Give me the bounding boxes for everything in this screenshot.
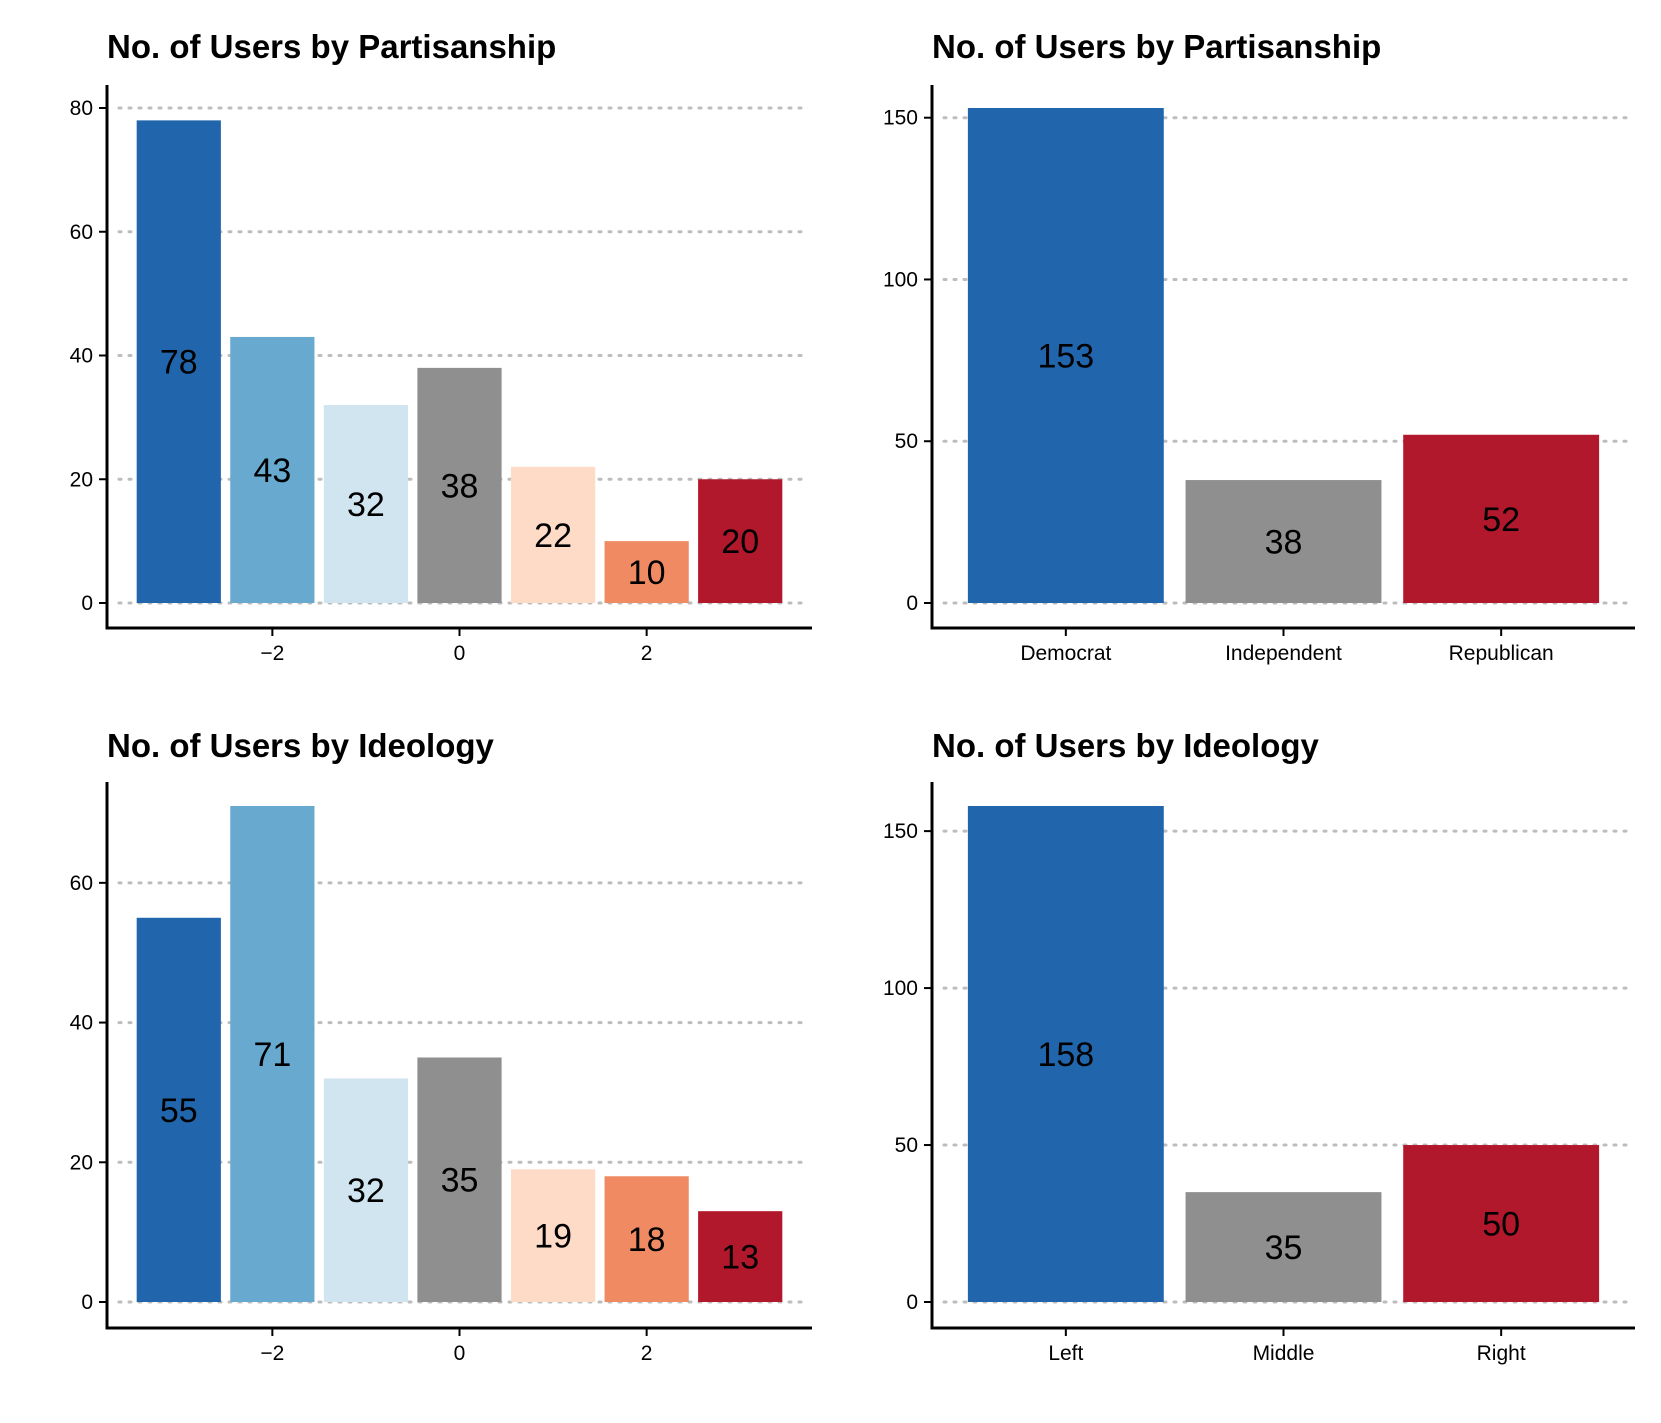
bar-value-label: 55 xyxy=(160,1092,198,1130)
y-tick-label: 150 xyxy=(883,820,918,843)
bar xyxy=(604,541,689,603)
chart-title: No. of Users by Ideology xyxy=(107,727,495,764)
x-tick-label: Democrat xyxy=(1020,642,1111,665)
y-tick-label: 20 xyxy=(70,1151,93,1174)
x-tick-label: 2 xyxy=(641,642,653,665)
y-tick-label: 40 xyxy=(70,1012,93,1035)
x-tick-label: Republican xyxy=(1449,642,1554,665)
bar xyxy=(417,367,502,603)
x-tick-label: Middle xyxy=(1253,1342,1315,1365)
bar-value-label: 13 xyxy=(721,1239,759,1277)
bar xyxy=(417,1057,502,1302)
bar xyxy=(698,479,783,603)
y-tick-label: 60 xyxy=(70,872,93,895)
bar-value-label: 38 xyxy=(1265,524,1303,562)
bar-value-label: 22 xyxy=(534,517,572,555)
y-tick-label: 50 xyxy=(895,430,918,453)
bar xyxy=(510,1169,596,1302)
bar-value-label: 50 xyxy=(1482,1206,1520,1244)
y-tick-label: 0 xyxy=(81,592,93,615)
y-tick-label: 0 xyxy=(906,592,918,615)
x-tick-label: 2 xyxy=(641,1342,653,1365)
y-tick-label: 20 xyxy=(70,468,93,491)
bar-value-label: 158 xyxy=(1037,1036,1094,1074)
chart-title: No. of Users by Partisanship xyxy=(932,28,1381,65)
y-tick-label: 0 xyxy=(906,1291,918,1314)
y-tick-label: 60 xyxy=(70,221,93,244)
chart-panel-1: No. of Users by Partisanship 78 43 32 38 22 10… xyxy=(70,28,812,665)
bar-value-label: 78 xyxy=(160,344,198,382)
x-tick-label: −2 xyxy=(260,642,284,665)
x-tick-label: 0 xyxy=(454,642,466,665)
bar xyxy=(323,1078,409,1302)
y-tick-label: 0 xyxy=(81,1291,93,1314)
y-tick-label: 150 xyxy=(883,107,918,130)
chart-title: No. of Users by Ideology xyxy=(932,727,1320,764)
x-tick-label: Independent xyxy=(1225,642,1342,665)
bar-value-label: 20 xyxy=(721,523,759,561)
y-tick-label: 80 xyxy=(70,97,93,120)
bar xyxy=(136,120,221,603)
chart-panel-2: No. of Users by Partisanship 153 38 52 0 50 10… xyxy=(883,28,1635,665)
y-tick-label: 50 xyxy=(895,1134,918,1157)
y-tick-label: 40 xyxy=(70,345,93,368)
bar-value-label: 19 xyxy=(534,1218,572,1256)
bar-value-label: 32 xyxy=(347,1172,385,1210)
chart-panel-4: No. of Users by Ideology 158 35 50 0 50 100 150… xyxy=(883,727,1635,1365)
bar xyxy=(1403,1145,1600,1302)
bar xyxy=(698,1211,783,1302)
bar-value-label: 43 xyxy=(253,452,291,490)
bar-value-label: 32 xyxy=(347,486,385,524)
bar-value-label: 71 xyxy=(253,1036,291,1074)
bar xyxy=(967,806,1164,1302)
chart-panel-3: No. of Users by Ideology 55 71 32 35 19 18 13 0 2… xyxy=(70,727,812,1365)
y-tick-label: 100 xyxy=(883,977,918,1000)
bar-value-label: 153 xyxy=(1037,338,1094,376)
bar xyxy=(230,336,315,603)
x-tick-label: Left xyxy=(1048,1342,1083,1365)
bar-value-label: 52 xyxy=(1482,501,1520,539)
bar xyxy=(1403,434,1600,603)
y-tick-label: 100 xyxy=(883,268,918,291)
bar xyxy=(1185,480,1382,603)
x-tick-label: Right xyxy=(1477,1342,1526,1365)
x-tick-label: −2 xyxy=(260,1342,284,1365)
bar xyxy=(967,108,1164,603)
bar xyxy=(1185,1192,1382,1302)
bar-value-label: 35 xyxy=(1265,1229,1303,1267)
bar xyxy=(323,405,409,603)
bar xyxy=(604,1176,689,1302)
bar-value-label: 10 xyxy=(628,554,666,592)
chart-title: No. of Users by Partisanship xyxy=(107,28,556,65)
bar-value-label: 38 xyxy=(441,467,479,505)
bar-value-label: 35 xyxy=(441,1162,479,1200)
x-tick-label: 0 xyxy=(454,1342,466,1365)
bar xyxy=(230,806,315,1302)
bar-value-label: 18 xyxy=(628,1221,666,1259)
bar xyxy=(136,917,221,1302)
bar xyxy=(510,466,596,603)
